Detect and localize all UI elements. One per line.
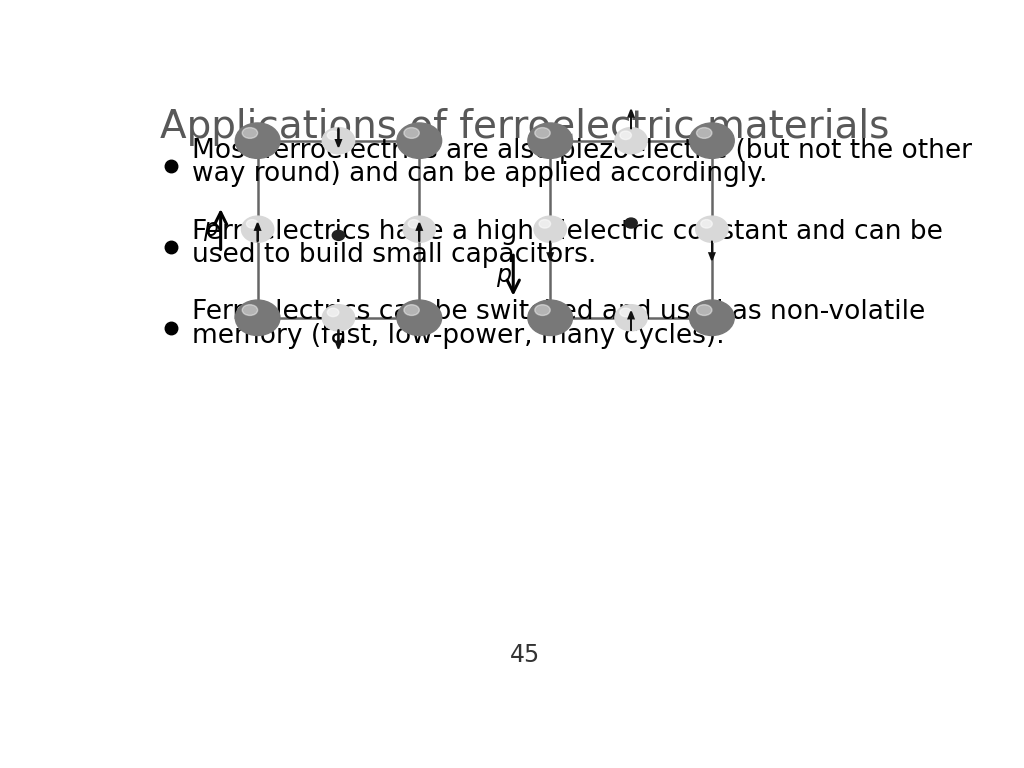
Ellipse shape	[528, 300, 572, 336]
FancyArrow shape	[548, 242, 553, 260]
Text: Most ferroelectrics are also piezoelectric (but not the other: Most ferroelectrics are also piezoelectr…	[193, 137, 972, 164]
Ellipse shape	[403, 305, 419, 316]
Ellipse shape	[700, 220, 713, 228]
FancyArrow shape	[710, 242, 715, 260]
Text: way round) and can be applied accordingly.: way round) and can be applied accordingl…	[193, 161, 768, 187]
Ellipse shape	[695, 216, 728, 243]
Ellipse shape	[403, 216, 435, 243]
Text: p: p	[203, 217, 218, 241]
Ellipse shape	[328, 131, 339, 140]
Text: Ferroelectrics have a high dielectric constant and can be: Ferroelectrics have a high dielectric co…	[193, 219, 943, 245]
Ellipse shape	[528, 123, 572, 158]
Ellipse shape	[614, 305, 647, 331]
FancyArrow shape	[629, 312, 634, 330]
Ellipse shape	[397, 300, 441, 336]
Ellipse shape	[403, 127, 419, 138]
FancyArrow shape	[336, 330, 341, 349]
Ellipse shape	[242, 216, 273, 243]
Ellipse shape	[236, 300, 280, 336]
FancyArrow shape	[336, 128, 341, 147]
Ellipse shape	[696, 127, 712, 138]
Ellipse shape	[236, 123, 280, 158]
Ellipse shape	[397, 123, 441, 158]
Text: Ferroelectrics can be switched and used as non-volatile: Ferroelectrics can be switched and used …	[193, 300, 926, 326]
Ellipse shape	[689, 123, 734, 158]
Text: p: p	[496, 263, 511, 287]
Ellipse shape	[247, 220, 258, 228]
Text: Applications of ferroelectric materials: Applications of ferroelectric materials	[160, 108, 890, 146]
Ellipse shape	[689, 300, 734, 336]
Text: 45: 45	[510, 643, 540, 667]
Ellipse shape	[323, 305, 354, 331]
Ellipse shape	[535, 305, 550, 316]
Ellipse shape	[323, 127, 354, 154]
Ellipse shape	[614, 127, 647, 154]
Ellipse shape	[620, 131, 632, 140]
Ellipse shape	[620, 308, 632, 316]
Ellipse shape	[333, 230, 345, 240]
Ellipse shape	[535, 216, 566, 243]
Ellipse shape	[243, 127, 258, 138]
Text: memory (fast, low-power, many cycles).: memory (fast, low-power, many cycles).	[193, 323, 725, 349]
FancyArrow shape	[417, 223, 422, 242]
Ellipse shape	[539, 220, 551, 228]
Ellipse shape	[328, 308, 339, 316]
Ellipse shape	[696, 305, 712, 316]
FancyArrow shape	[629, 110, 634, 128]
Ellipse shape	[409, 220, 420, 228]
Ellipse shape	[535, 127, 550, 138]
Ellipse shape	[243, 305, 258, 316]
Text: used to build small capacitors.: used to build small capacitors.	[193, 242, 597, 268]
FancyArrow shape	[255, 223, 260, 242]
Ellipse shape	[625, 218, 637, 228]
